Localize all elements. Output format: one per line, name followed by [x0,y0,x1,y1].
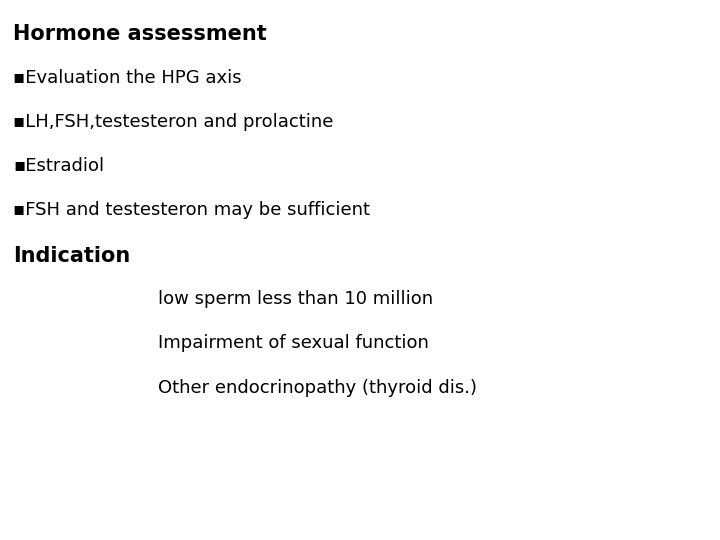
Text: ▪LH,FSH,testesteron and prolactine: ▪LH,FSH,testesteron and prolactine [13,113,333,131]
Text: Other endocrinopathy (thyroid dis.): Other endocrinopathy (thyroid dis.) [158,379,477,396]
Text: Hormone assessment: Hormone assessment [13,24,266,44]
Text: ▪Estradiol: ▪Estradiol [13,157,104,175]
Text: Indication: Indication [13,246,130,266]
Text: Impairment of sexual function: Impairment of sexual function [158,334,429,352]
Text: ▪FSH and testesteron may be sufficient: ▪FSH and testesteron may be sufficient [13,201,370,219]
Text: low sperm less than 10 million: low sperm less than 10 million [158,290,433,308]
Text: ▪Evaluation the HPG axis: ▪Evaluation the HPG axis [13,69,242,86]
